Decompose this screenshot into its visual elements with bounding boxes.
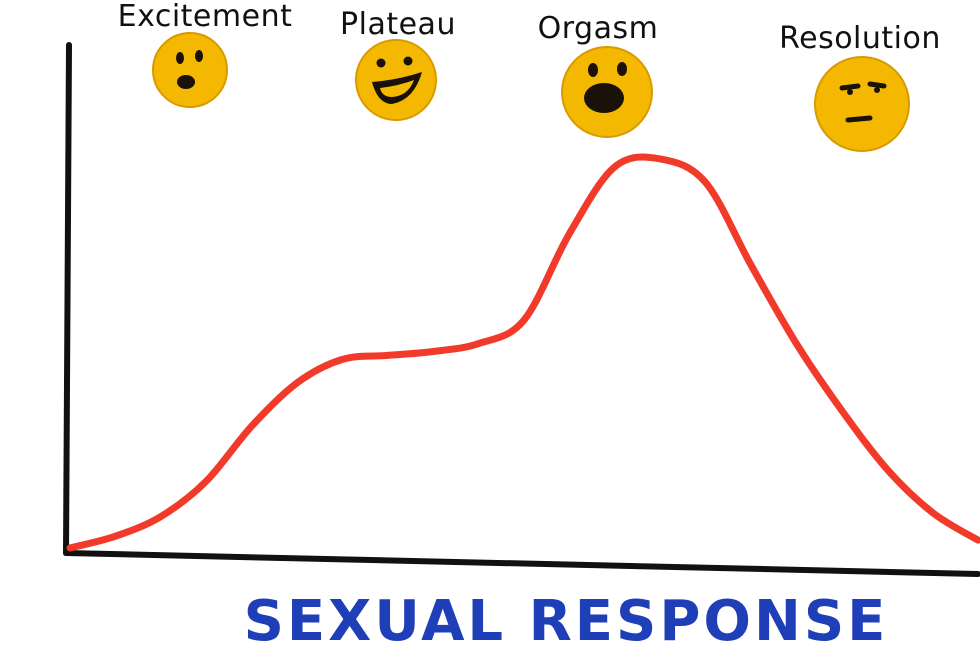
smile-face-icon bbox=[152, 32, 228, 108]
chart-title: SEXUAL RESPONSE bbox=[244, 589, 889, 651]
y-axis bbox=[63, 42, 72, 556]
smirk-face-icon bbox=[814, 56, 910, 152]
grin-face-icon bbox=[355, 39, 437, 121]
phase-label-excitement: Excitement bbox=[118, 0, 293, 34]
phase-label-resolution: Resolution bbox=[779, 21, 941, 56]
shout-face-icon bbox=[561, 46, 653, 138]
phase-label-orgasm: Orgasm bbox=[538, 11, 659, 46]
x-axis bbox=[63, 550, 980, 577]
response-curve bbox=[66, 153, 980, 552]
phase-label-plateau: Plateau bbox=[340, 7, 456, 42]
